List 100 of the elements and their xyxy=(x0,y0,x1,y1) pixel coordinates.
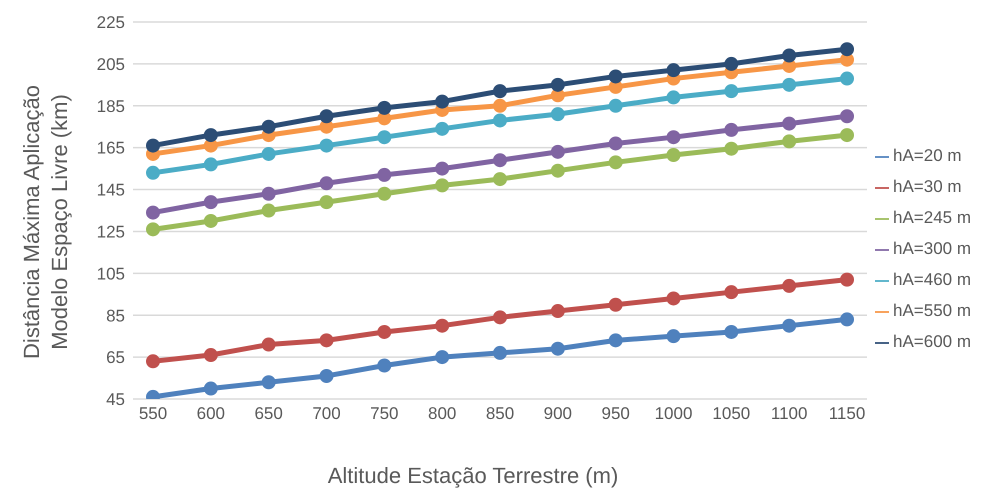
point xyxy=(550,164,565,178)
point xyxy=(435,94,450,109)
point xyxy=(146,354,160,368)
point xyxy=(377,186,392,201)
point xyxy=(550,304,565,318)
legend-label: hA=600 m xyxy=(893,332,971,351)
point xyxy=(377,130,392,144)
point xyxy=(146,166,160,180)
point xyxy=(608,333,623,348)
point xyxy=(262,120,276,134)
point xyxy=(493,153,508,168)
point xyxy=(262,186,276,201)
point xyxy=(320,195,334,210)
y-tick-label: 65 xyxy=(106,348,125,368)
point xyxy=(550,107,565,122)
y-tick-label: 205 xyxy=(96,54,125,74)
point xyxy=(550,342,565,356)
point xyxy=(435,122,450,136)
x-tick-label: 600 xyxy=(196,404,226,424)
point xyxy=(724,56,738,71)
point xyxy=(550,144,565,159)
point xyxy=(262,375,276,390)
point xyxy=(435,162,450,176)
x-tick-label: 1100 xyxy=(770,404,808,424)
y-axis-title: Distância Máxima Aplicação Modelo Espaço Livre (km) xyxy=(19,85,72,359)
x-tick-label: 700 xyxy=(312,404,341,424)
y-tick-label: 45 xyxy=(106,390,125,410)
point xyxy=(320,368,334,383)
x-tick-label: 900 xyxy=(544,404,572,424)
point xyxy=(782,134,796,148)
x-axis-title: Altitude Estação Terrestre (m) xyxy=(326,463,620,489)
point xyxy=(550,78,565,92)
y-tick-label: 225 xyxy=(96,13,125,32)
point xyxy=(724,324,738,339)
y-tick-label: 85 xyxy=(106,306,125,326)
x-tick-label: 800 xyxy=(428,404,456,424)
point xyxy=(608,298,623,312)
point xyxy=(724,285,738,300)
x-tick-label: 1050 xyxy=(712,404,750,424)
point xyxy=(146,222,160,236)
point xyxy=(377,324,392,339)
legend-label: hA=30 m xyxy=(893,177,962,196)
point xyxy=(782,48,796,63)
point xyxy=(493,98,508,113)
y-tick-label: 185 xyxy=(96,96,125,116)
point xyxy=(666,90,681,104)
point xyxy=(493,113,508,128)
point xyxy=(146,138,160,153)
point xyxy=(320,176,334,190)
point xyxy=(724,84,738,98)
point xyxy=(840,272,854,287)
point xyxy=(204,195,218,210)
point xyxy=(204,382,218,396)
point xyxy=(840,42,854,56)
x-tick-label: 1000 xyxy=(654,404,692,424)
point xyxy=(840,312,854,326)
point xyxy=(840,109,854,124)
point xyxy=(435,350,450,364)
point xyxy=(146,206,160,220)
point xyxy=(782,278,796,293)
y-tick-label: 125 xyxy=(96,222,125,242)
point xyxy=(204,214,218,228)
legend-label: hA=245 m xyxy=(893,208,971,227)
point xyxy=(666,63,681,78)
point xyxy=(666,148,681,162)
point xyxy=(782,78,796,92)
point xyxy=(262,338,276,352)
x-tick-label: 950 xyxy=(601,404,630,424)
y-tick-label: 105 xyxy=(96,264,125,284)
point xyxy=(493,310,508,324)
point xyxy=(493,172,508,186)
point xyxy=(782,116,796,131)
point xyxy=(320,138,334,153)
point xyxy=(840,72,854,86)
point xyxy=(204,157,218,172)
point xyxy=(435,178,450,192)
point xyxy=(608,69,623,84)
x-tick-label: 850 xyxy=(486,404,514,424)
y-tick-label: 165 xyxy=(96,138,125,158)
point xyxy=(377,358,392,372)
point xyxy=(724,122,738,137)
x-tick-label: 550 xyxy=(138,404,168,424)
point xyxy=(204,348,218,362)
point xyxy=(724,142,738,156)
point xyxy=(204,128,218,142)
point xyxy=(666,291,681,306)
point xyxy=(608,155,623,170)
point xyxy=(666,329,681,344)
point xyxy=(493,346,508,360)
point xyxy=(377,100,392,115)
legend-label: hA=20 m xyxy=(893,146,962,165)
point xyxy=(608,136,623,150)
point xyxy=(666,130,681,144)
point xyxy=(435,318,450,333)
x-tick-label: 1150 xyxy=(828,404,866,424)
point xyxy=(608,98,623,113)
y-tick-label: 145 xyxy=(96,180,125,200)
legend-label: hA=550 m xyxy=(893,301,971,320)
point xyxy=(320,333,334,348)
point xyxy=(262,146,276,161)
